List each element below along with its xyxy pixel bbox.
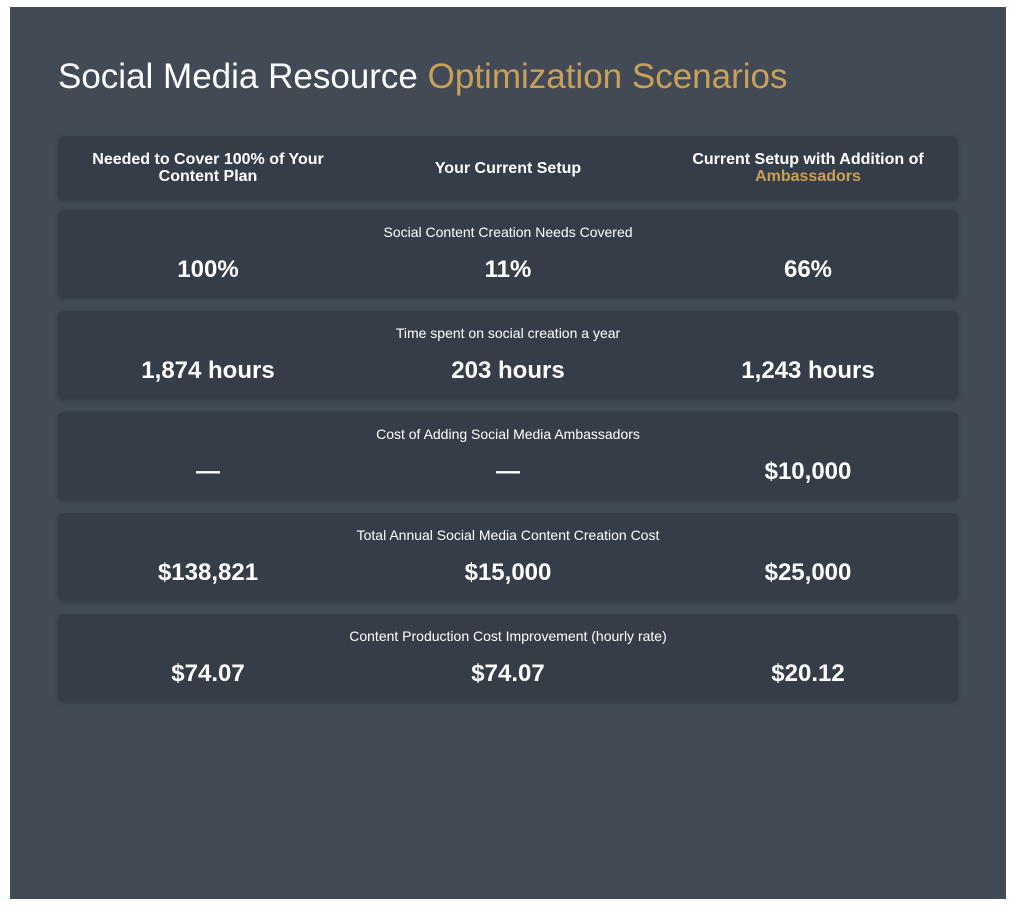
metric-row-needs-covered: Social Content Creation Needs Covered 10… <box>58 210 958 298</box>
row-value-current: 203 hours <box>451 357 565 384</box>
row-value-needed: 100% <box>177 256 239 283</box>
column-header-ambassadors-text: Current Setup with Addition of Ambassado… <box>692 151 923 185</box>
row-value-needed: 1,874 hours <box>141 357 275 384</box>
metric-row-ambassador-cost: Cost of Adding Social Media Ambassadors … <box>58 412 958 500</box>
row-value-needed: — <box>196 458 220 485</box>
row-value-needed: $74.07 <box>171 660 245 687</box>
title-accent: Optimization Scenarios <box>427 57 788 96</box>
metric-row-time-spent: Time spent on social creation a year 1,8… <box>58 311 958 399</box>
column-header-ambassadors-label: Current Setup with Addition of <box>692 151 924 168</box>
row-value-current: — <box>496 458 520 485</box>
column-header-needed-label: Needed to Cover 100% of Your Content Pla… <box>92 151 324 185</box>
comparison-panel: Social Media Resource Optimization Scena… <box>10 7 1006 899</box>
row-value-needed: $138,821 <box>157 559 259 586</box>
page-title: Social Media Resource Optimization Scena… <box>58 57 788 97</box>
row-value-ambassadors: $20.12 <box>771 660 845 687</box>
metric-row-hourly-rate: Content Production Cost Improvement (hou… <box>58 614 958 702</box>
row-value-current: 11% <box>484 256 532 283</box>
row-label: Time spent on social creation a year <box>395 325 621 341</box>
column-header-row: Needed to Cover 100% of Your Content Pla… <box>58 136 958 200</box>
row-label: Social Content Creation Needs Covered <box>383 224 633 240</box>
row-value-current: $74.07 <box>471 660 545 687</box>
metric-row-total-cost: Total Annual Social Media Content Creati… <box>58 513 958 601</box>
row-label: Cost of Adding Social Media Ambassadors <box>376 426 640 442</box>
row-value-ambassadors: $25,000 <box>764 559 852 586</box>
row-value-ambassadors: $10,000 <box>764 458 852 485</box>
column-header-current-label: Your Current Setup <box>434 159 582 177</box>
row-label: Total Annual Social Media Content Creati… <box>356 527 660 543</box>
column-header-current: Your Current Setup <box>358 136 658 200</box>
row-value-ambassadors: 1,243 hours <box>741 357 875 384</box>
column-header-ambassadors-accent: Ambassadors <box>755 168 861 185</box>
title-main: Social Media Resource <box>58 57 428 96</box>
row-value-ambassadors: 66% <box>783 256 833 283</box>
row-label: Content Production Cost Improvement (hou… <box>349 628 667 644</box>
column-header-needed: Needed to Cover 100% of Your Content Pla… <box>58 136 358 200</box>
column-header-ambassadors: Current Setup with Addition of Ambassado… <box>658 136 958 200</box>
row-value-current: $15,000 <box>464 559 552 586</box>
